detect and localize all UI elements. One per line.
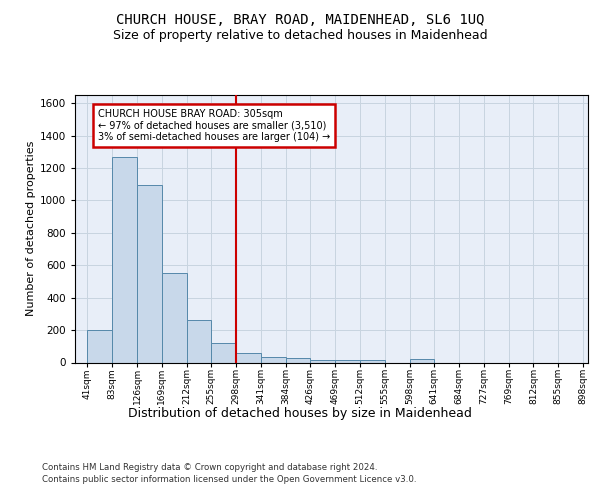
Text: Distribution of detached houses by size in Maidenhead: Distribution of detached houses by size … <box>128 408 472 420</box>
Text: Size of property relative to detached houses in Maidenhead: Size of property relative to detached ho… <box>113 29 487 42</box>
Bar <box>211 343 236 362</box>
Bar <box>261 357 286 362</box>
Bar <box>335 360 360 362</box>
Y-axis label: Number of detached properties: Number of detached properties <box>26 141 35 316</box>
Bar <box>310 360 335 362</box>
Bar <box>360 360 385 362</box>
Bar <box>236 353 261 362</box>
Text: Contains HM Land Registry data © Crown copyright and database right 2024.: Contains HM Land Registry data © Crown c… <box>42 462 377 471</box>
Bar <box>88 330 112 362</box>
Bar <box>410 360 434 362</box>
Text: CHURCH HOUSE BRAY ROAD: 305sqm
← 97% of detached houses are smaller (3,510)
3% o: CHURCH HOUSE BRAY ROAD: 305sqm ← 97% of … <box>98 109 330 142</box>
Bar <box>286 358 310 362</box>
Bar <box>112 156 137 362</box>
Text: Contains public sector information licensed under the Open Government Licence v3: Contains public sector information licen… <box>42 475 416 484</box>
Text: CHURCH HOUSE, BRAY ROAD, MAIDENHEAD, SL6 1UQ: CHURCH HOUSE, BRAY ROAD, MAIDENHEAD, SL6… <box>116 12 484 26</box>
Bar <box>187 320 211 362</box>
Bar <box>137 185 162 362</box>
Bar <box>162 272 187 362</box>
